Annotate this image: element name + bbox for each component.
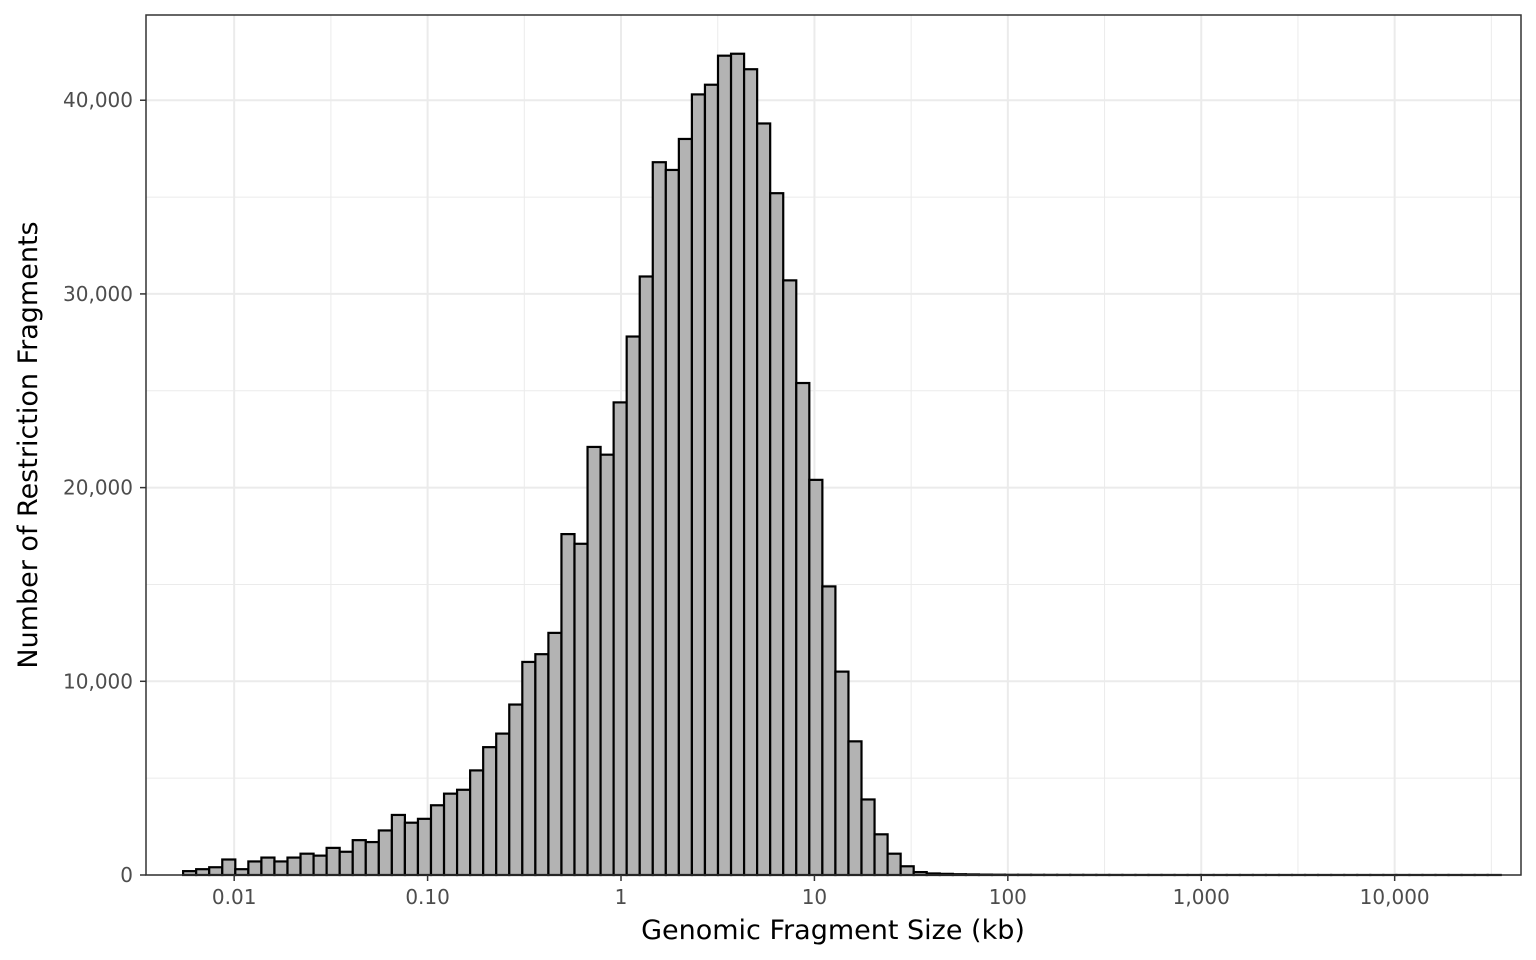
y-tick-label: 30,000 [63,282,133,306]
histogram-bar [690,93,707,877]
y-tick-label: 0 [120,863,133,887]
histogram-bar [586,445,602,877]
histogram-bar [299,852,315,877]
histogram-bar [651,161,667,877]
histogram-bar [560,532,576,877]
histogram-bar [364,840,380,877]
histogram-bar [286,856,302,877]
histogram-bar [312,854,328,877]
histogram-bar [638,275,654,877]
histogram-bar [377,829,393,877]
histogram-bar [599,453,615,877]
histogram-bar [325,846,341,877]
histogram-bar [664,168,680,877]
histogram-bar [742,68,759,877]
x-tick-label: 0.01 [212,885,257,909]
x-tick-label: 10 [802,885,827,909]
histogram-bar [821,585,837,877]
x-tick-label: 1,000 [1173,885,1230,909]
histogram-bar [547,631,563,877]
histogram-bar [573,542,589,877]
histogram-bar [338,850,354,877]
histogram-bar [625,335,641,877]
histogram-bar [469,769,485,877]
histogram-bar [351,839,367,877]
histogram-bar [729,52,746,877]
histogram-bar [521,660,537,877]
histogram-bar [847,740,863,877]
y-tick-label: 40,000 [63,88,133,112]
histogram-bar [534,653,550,877]
x-tick-label: 0.10 [405,885,450,909]
histogram-bar [756,122,772,877]
histogram-bar [703,83,720,877]
histogram-bar [782,279,798,877]
y-axis-title: Number of Restriction Fragments [13,221,44,668]
histogram-bar [808,478,824,877]
histogram-bar [442,792,459,877]
y-tick-label: 20,000 [63,476,133,500]
histogram-bar [403,821,420,877]
histogram-bar [195,868,211,877]
x-tick-label: 10,000 [1360,885,1430,909]
y-tick-label: 10,000 [63,669,133,693]
histogram-bar [260,856,276,877]
histogram-bar [390,813,407,877]
histogram-bar [247,860,263,877]
histogram-bar [873,833,889,877]
histogram-bar [834,670,850,877]
histogram-bar [234,868,250,877]
histogram-bar [769,192,785,877]
histogram-bar [495,732,511,877]
histogram-bar [860,798,876,877]
histogram-bar [677,137,694,877]
histogram-bar [273,860,289,877]
histogram-bar [886,852,902,877]
histogram-bar [429,804,446,877]
histogram-bar [455,788,472,877]
histogram-bar [482,746,498,877]
histogram-bar [899,865,915,877]
panel-border [145,14,1522,876]
histogram-bar [221,858,237,877]
histogram-bar [416,817,433,877]
axes: 0 10,000 20,000 30,000 40,000 0.01 0.10 1 10 100 1… [63,14,1522,909]
x-tick-label: 1 [615,885,628,909]
histogram-bar [208,866,224,877]
histogram-bars [182,52,1502,877]
x-axis-title: Genomic Fragment Size (kb) [641,915,1025,946]
x-tick-label: 100 [989,885,1027,909]
histogram-bar [612,401,628,877]
histogram-bar [716,54,733,877]
histogram-bar [508,703,524,877]
histogram-bar [795,381,811,877]
